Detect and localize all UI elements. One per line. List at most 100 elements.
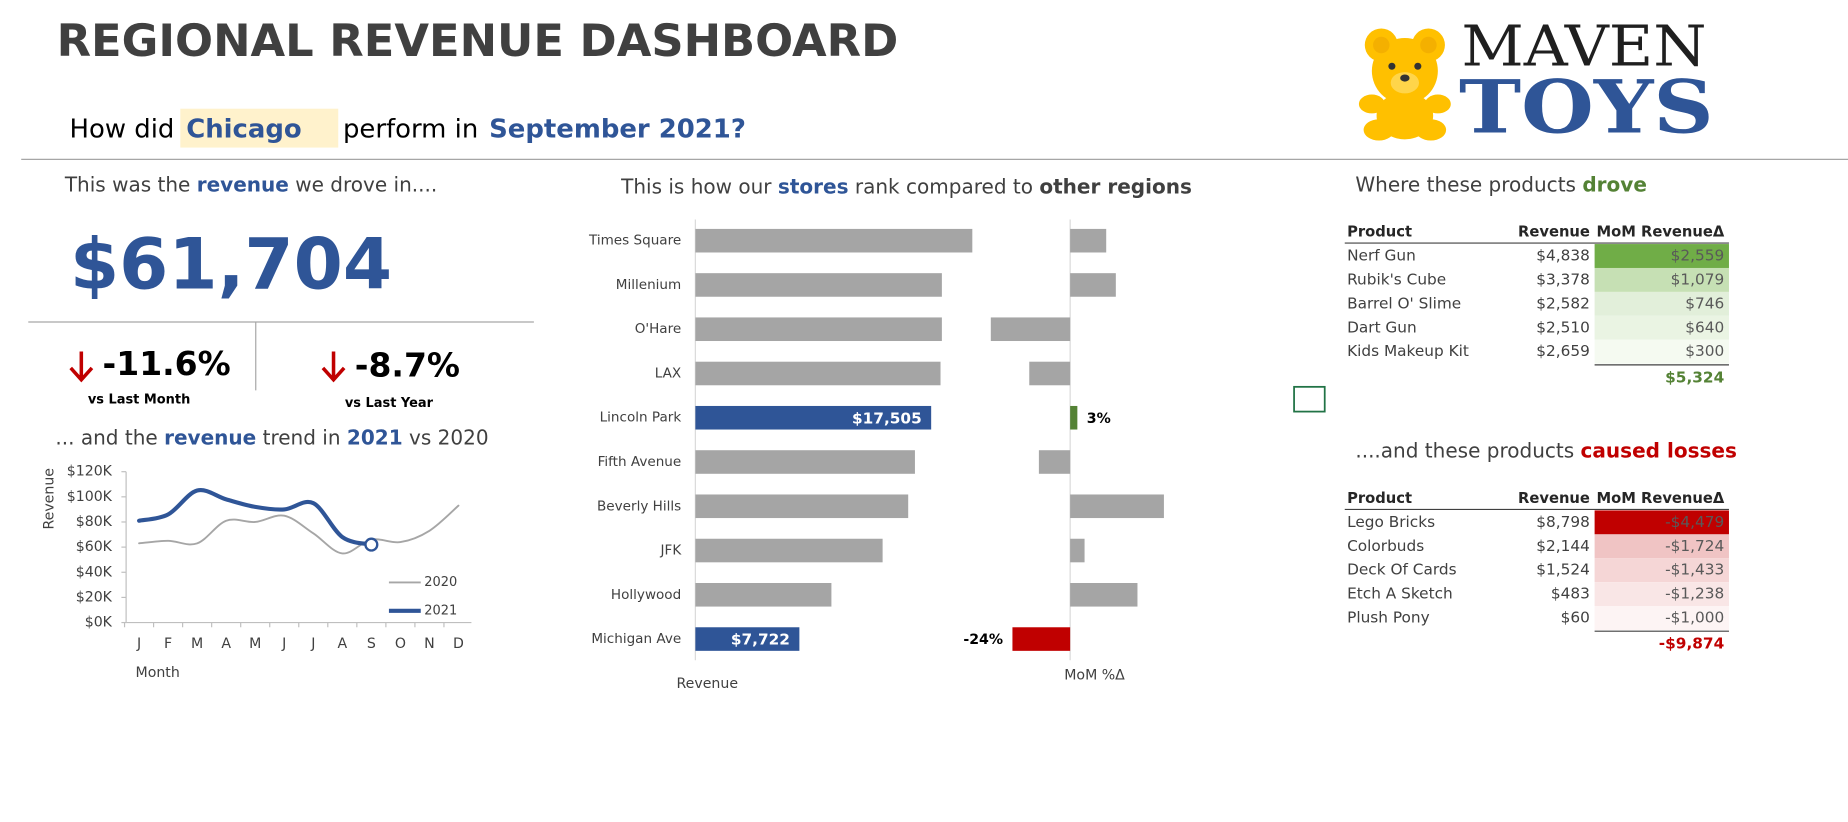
x-axis-label: Month bbox=[136, 665, 180, 681]
delta-value: $2,559 bbox=[1671, 247, 1725, 265]
title-highlight: revenue bbox=[164, 425, 256, 449]
table-title: ....and these products caused losses bbox=[1355, 438, 1737, 462]
x-tick-label: J bbox=[310, 636, 315, 652]
mom-bar bbox=[1029, 361, 1071, 386]
x-tick-label: J bbox=[281, 636, 286, 652]
title-text: vs 2020 bbox=[403, 425, 489, 449]
delta-value: -$1,724 bbox=[1665, 537, 1724, 555]
y-tick-label: $60K bbox=[76, 539, 113, 555]
column-header: MoM RevenueΔ bbox=[1596, 490, 1724, 507]
logo-bottom: TOYS bbox=[1459, 64, 1714, 150]
mom-bar bbox=[1070, 583, 1138, 607]
y-tick-label: $0K bbox=[85, 615, 113, 631]
delta-cell bbox=[1594, 244, 1729, 268]
table-cell: $3,378 bbox=[1536, 270, 1590, 288]
delta-cell bbox=[1594, 534, 1729, 559]
category-label: Michigan Ave bbox=[591, 631, 681, 647]
category-label: Fifth Avenue bbox=[598, 454, 682, 470]
kpi-change: -11.6% bbox=[103, 344, 231, 383]
revenue-bar bbox=[695, 273, 942, 297]
category-label: Millenium bbox=[616, 277, 681, 293]
table-cell: $1,524 bbox=[1536, 561, 1590, 579]
bar-axis-label: MoM %Δ bbox=[1064, 668, 1125, 684]
kpi-intro-text: we drove in.... bbox=[289, 172, 437, 196]
category-label: Hollywood bbox=[611, 587, 681, 603]
delta-cell bbox=[1594, 510, 1729, 535]
y-tick-label: $40K bbox=[76, 564, 113, 580]
x-tick-label: F bbox=[164, 636, 172, 652]
down-arrow bbox=[69, 351, 94, 383]
category-label: Times Square bbox=[588, 233, 681, 249]
x-tick-label: M bbox=[191, 636, 203, 652]
mom-label: 3% bbox=[1087, 411, 1111, 427]
revenue-label: $17,505 bbox=[852, 409, 922, 427]
table-cell: Plush Pony bbox=[1347, 609, 1430, 627]
title-highlight: caused losses bbox=[1581, 438, 1737, 462]
title-text: trend in bbox=[256, 425, 347, 449]
table-cell: $60 bbox=[1561, 609, 1590, 627]
title-highlight: stores bbox=[778, 174, 849, 198]
delta-value: -$1,000 bbox=[1665, 609, 1724, 627]
delta-cell bbox=[1594, 315, 1729, 340]
bar-axis-label: Revenue bbox=[677, 676, 739, 692]
table-cell: $4,838 bbox=[1536, 247, 1590, 265]
delta-cell bbox=[1594, 339, 1729, 364]
delta-cell bbox=[1594, 558, 1729, 583]
bar-chart-title: This is how our stores rank compared to … bbox=[620, 174, 1192, 198]
mom-bar bbox=[990, 317, 1071, 342]
mom-label: -24% bbox=[963, 632, 1003, 648]
dashboard-title: REGIONAL REVENUE DASHBOARD bbox=[57, 14, 899, 67]
revenue-bar bbox=[695, 583, 832, 607]
question-middle: perform in bbox=[343, 114, 478, 144]
delta-cell bbox=[1594, 291, 1729, 316]
delta-cell bbox=[1594, 606, 1729, 631]
title-text: ... and the bbox=[55, 425, 164, 449]
x-tick-label: J bbox=[136, 636, 141, 652]
table-cell: Dart Gun bbox=[1347, 318, 1417, 336]
x-tick-label: D bbox=[453, 636, 464, 652]
table-cell: Nerf Gun bbox=[1347, 247, 1416, 265]
category-label: LAX bbox=[655, 365, 681, 381]
table-cell: Deck Of Cards bbox=[1347, 561, 1456, 579]
table-total: -$9,874 bbox=[1659, 635, 1724, 653]
revenue-bar bbox=[695, 228, 973, 253]
down-arrow bbox=[321, 351, 346, 383]
logo-top: MAVEN bbox=[1461, 13, 1706, 79]
table-cell: $2,659 bbox=[1536, 342, 1590, 360]
revenue-bar bbox=[695, 538, 883, 563]
table-cell: Etch A Sketch bbox=[1347, 585, 1453, 603]
column-header: MoM RevenueΔ bbox=[1596, 223, 1724, 240]
table-title: Where these products drove bbox=[1355, 172, 1647, 196]
series-line bbox=[137, 488, 374, 547]
logo-bear bbox=[1358, 28, 1451, 141]
y-tick-label: $100K bbox=[67, 489, 113, 505]
kpi-intro: This was the revenue we drove in.... bbox=[64, 172, 437, 196]
delta-value: $1,079 bbox=[1671, 270, 1725, 288]
table-cell: Colorbuds bbox=[1347, 537, 1424, 555]
y-axis-label: Revenue bbox=[42, 468, 58, 530]
table-cell: $483 bbox=[1551, 585, 1590, 603]
end-marker bbox=[364, 537, 379, 552]
title-text: rank compared to bbox=[849, 174, 1040, 198]
question-prefix: How did bbox=[70, 114, 175, 144]
legend-label: 2021 bbox=[424, 603, 457, 618]
x-tick-label: M bbox=[249, 636, 261, 652]
category-label: Beverly Hills bbox=[597, 498, 681, 514]
category-label: O'Hare bbox=[635, 321, 681, 337]
mom-bar bbox=[1070, 494, 1164, 519]
kpi-change-label: vs Last Year bbox=[345, 396, 434, 411]
table-cell: Barrel O' Slime bbox=[1347, 294, 1461, 312]
delta-value: $640 bbox=[1685, 318, 1724, 336]
delta-value: $300 bbox=[1685, 342, 1724, 360]
column-header: Revenue bbox=[1518, 223, 1590, 240]
table-cell: Rubik's Cube bbox=[1347, 270, 1446, 288]
revenue-bar bbox=[695, 361, 941, 386]
cell-selection[interactable] bbox=[1293, 385, 1326, 413]
y-tick-label: $80K bbox=[76, 514, 113, 530]
kpi-value: $61,704 bbox=[70, 223, 392, 306]
question-period[interactable]: September 2021? bbox=[489, 114, 746, 144]
table-total: $5,324 bbox=[1665, 368, 1724, 386]
question-city[interactable]: Chicago bbox=[186, 114, 302, 144]
delta-cell bbox=[1594, 582, 1729, 607]
